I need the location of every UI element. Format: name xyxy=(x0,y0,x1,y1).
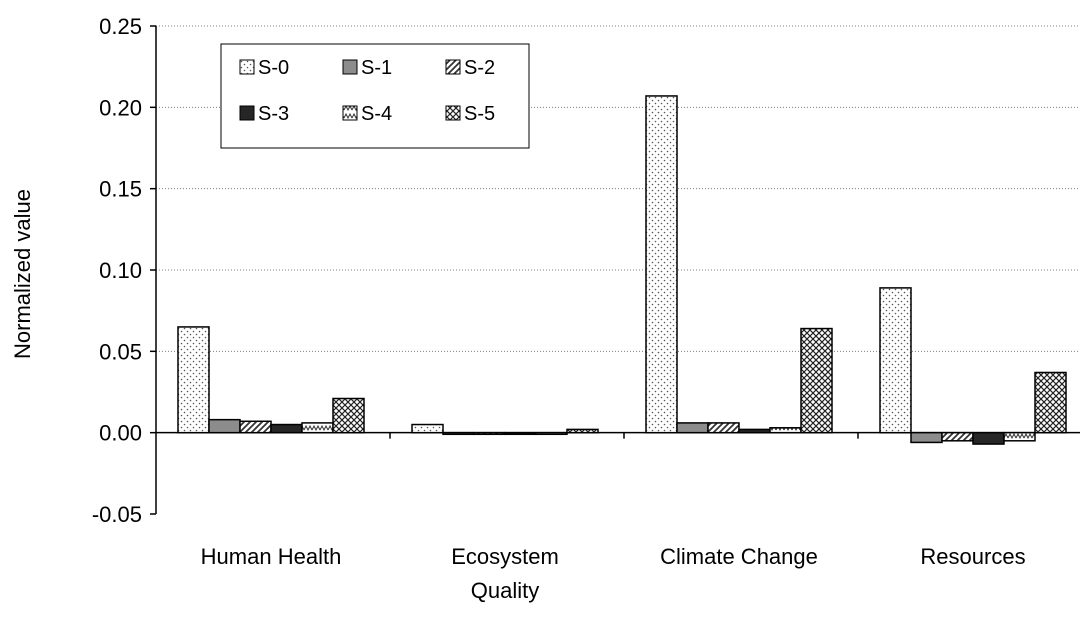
bar-s-0-1 xyxy=(411,423,444,434)
x-category-label: Resources xyxy=(920,544,1025,569)
y-tick-label: -0.05 xyxy=(92,502,142,527)
legend-label: S-1 xyxy=(361,57,392,79)
x-category-label: Climate Change xyxy=(660,544,818,569)
bar-s-4-2 xyxy=(769,427,802,434)
x-category-label: Ecosystem Quality xyxy=(451,544,559,603)
legend-swatch xyxy=(445,105,461,121)
bar-s-2-1 xyxy=(473,431,506,436)
x-category-label: Human Health xyxy=(201,544,342,569)
bar-s-0-0 xyxy=(177,326,210,434)
legend-swatch xyxy=(342,59,358,75)
legend-label: S-2 xyxy=(464,57,495,79)
legend: S-0 S-1 S-2 S-3 S-4 S-5 xyxy=(220,43,530,149)
bar-s-1-1 xyxy=(442,431,475,436)
y-tick-label: 0.25 xyxy=(99,14,142,39)
legend-swatch xyxy=(445,59,461,75)
y-tick-label: 0.15 xyxy=(99,177,142,202)
y-tick-label: 0.10 xyxy=(99,258,142,283)
bar-s-5-3 xyxy=(1034,371,1067,434)
bar-s-1-2 xyxy=(676,422,709,434)
bar-s-2-2 xyxy=(707,422,740,434)
y-tick-label: 0.20 xyxy=(99,95,142,120)
category-labels: Human Health Ecosystem Quality Climate Chan… xyxy=(201,544,1026,603)
legend-box xyxy=(220,43,530,149)
bar-s-5-1 xyxy=(566,428,599,434)
legend-swatch xyxy=(239,59,255,75)
bar-s-1-0 xyxy=(208,418,241,434)
bar-s-2-3 xyxy=(941,431,974,442)
legend-label: S-5 xyxy=(464,103,495,125)
bar-s-3-1 xyxy=(504,431,537,436)
bar-s-0-3 xyxy=(879,287,912,434)
y-tick-label: 0.05 xyxy=(99,339,142,364)
y-tick-labels: -0.05 0.00 0.05 0.10 0.15 0.20 0.25 xyxy=(92,14,142,527)
legend-label: S-4 xyxy=(361,103,392,125)
bar-s-4-3 xyxy=(1003,431,1036,442)
legend-label: S-3 xyxy=(258,103,289,125)
y-axis-title: Normalized value xyxy=(10,189,35,359)
bar-s-0-2 xyxy=(645,95,678,434)
bar-s-3-2 xyxy=(738,428,771,434)
bar-s-1-3 xyxy=(910,431,943,444)
bars xyxy=(177,95,1067,445)
legend-label: S-0 xyxy=(258,57,289,79)
bar-s-2-0 xyxy=(239,420,272,434)
legend-swatch xyxy=(342,105,358,121)
bar-s-5-0 xyxy=(332,397,365,434)
y-tick-label: 0.00 xyxy=(99,421,142,446)
bar-s-3-0 xyxy=(270,423,303,434)
bar-s-5-2 xyxy=(800,327,833,434)
bar-s-4-0 xyxy=(301,422,334,434)
bar-s-4-1 xyxy=(535,431,568,436)
legend-swatch xyxy=(239,105,255,121)
bar-s-3-3 xyxy=(972,431,1005,445)
